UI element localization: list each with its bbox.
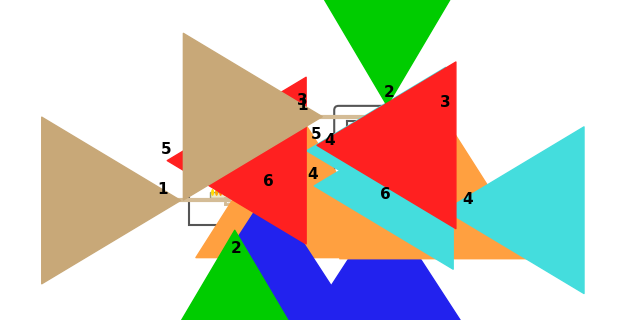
Ellipse shape	[412, 126, 415, 133]
Text: 6: 6	[380, 188, 391, 202]
Ellipse shape	[268, 193, 271, 197]
Ellipse shape	[253, 133, 285, 142]
Ellipse shape	[347, 172, 422, 180]
Ellipse shape	[400, 126, 404, 133]
Bar	[193, 117, 243, 184]
Ellipse shape	[347, 188, 422, 196]
Bar	[213, 113, 216, 117]
Ellipse shape	[236, 189, 238, 196]
Ellipse shape	[268, 200, 271, 204]
Ellipse shape	[264, 189, 267, 196]
Text: 1: 1	[298, 98, 308, 113]
Bar	[210, 192, 267, 198]
Text: 5: 5	[311, 127, 321, 142]
Ellipse shape	[389, 126, 392, 133]
Bar	[189, 114, 289, 225]
Ellipse shape	[383, 213, 386, 218]
Bar	[218, 113, 223, 117]
Ellipse shape	[280, 200, 282, 204]
Ellipse shape	[268, 206, 271, 211]
Ellipse shape	[255, 189, 259, 196]
Text: 3: 3	[297, 93, 308, 108]
Ellipse shape	[383, 126, 386, 133]
Ellipse shape	[347, 126, 352, 133]
Ellipse shape	[394, 126, 398, 133]
Ellipse shape	[263, 193, 266, 197]
Ellipse shape	[378, 213, 381, 218]
Ellipse shape	[280, 206, 282, 211]
Ellipse shape	[239, 189, 242, 196]
Text: 2: 2	[383, 85, 394, 100]
Ellipse shape	[353, 126, 357, 133]
Ellipse shape	[215, 189, 218, 196]
Ellipse shape	[228, 189, 230, 196]
Ellipse shape	[373, 219, 376, 223]
Ellipse shape	[378, 219, 381, 223]
Ellipse shape	[253, 147, 285, 155]
Ellipse shape	[383, 225, 386, 229]
Bar	[224, 113, 228, 117]
Ellipse shape	[393, 225, 396, 229]
Ellipse shape	[373, 213, 376, 218]
Ellipse shape	[347, 197, 422, 204]
Text: 3: 3	[440, 95, 450, 110]
Text: 6: 6	[264, 174, 274, 189]
Ellipse shape	[359, 126, 363, 133]
Bar	[236, 113, 240, 117]
Ellipse shape	[383, 219, 386, 223]
Text: 5: 5	[161, 142, 171, 157]
Ellipse shape	[231, 189, 234, 196]
Text: 4: 4	[324, 133, 335, 148]
Ellipse shape	[418, 126, 422, 133]
FancyBboxPatch shape	[334, 106, 435, 244]
Circle shape	[288, 187, 299, 198]
Ellipse shape	[247, 189, 250, 196]
Ellipse shape	[263, 206, 266, 211]
Ellipse shape	[347, 139, 422, 147]
Bar	[206, 113, 210, 117]
Ellipse shape	[253, 172, 285, 181]
Ellipse shape	[274, 200, 277, 204]
Ellipse shape	[373, 225, 376, 229]
Bar	[201, 113, 205, 117]
Ellipse shape	[274, 193, 277, 197]
Circle shape	[381, 108, 393, 120]
Ellipse shape	[244, 189, 246, 196]
Ellipse shape	[253, 121, 285, 129]
Ellipse shape	[211, 189, 214, 196]
Ellipse shape	[260, 189, 262, 196]
Bar	[195, 113, 198, 117]
Ellipse shape	[347, 148, 422, 155]
Ellipse shape	[347, 164, 422, 172]
Ellipse shape	[280, 193, 282, 197]
Ellipse shape	[274, 206, 277, 211]
Ellipse shape	[223, 189, 226, 196]
Ellipse shape	[365, 126, 369, 133]
Ellipse shape	[388, 213, 391, 218]
Ellipse shape	[371, 126, 374, 133]
Ellipse shape	[377, 126, 381, 133]
Ellipse shape	[253, 159, 285, 168]
Text: 2: 2	[231, 242, 241, 256]
Ellipse shape	[347, 156, 422, 163]
Ellipse shape	[347, 205, 422, 212]
Bar	[231, 113, 234, 117]
Ellipse shape	[406, 126, 410, 133]
Ellipse shape	[388, 219, 391, 223]
Ellipse shape	[388, 225, 391, 229]
Text: 1: 1	[157, 182, 168, 197]
Ellipse shape	[393, 219, 396, 223]
Ellipse shape	[219, 189, 222, 196]
Text: 4: 4	[307, 167, 318, 182]
Bar	[423, 231, 433, 236]
Ellipse shape	[393, 213, 396, 218]
Ellipse shape	[347, 180, 422, 188]
Ellipse shape	[378, 225, 381, 229]
Ellipse shape	[252, 189, 254, 196]
Ellipse shape	[263, 200, 266, 204]
Text: 4: 4	[463, 192, 473, 207]
